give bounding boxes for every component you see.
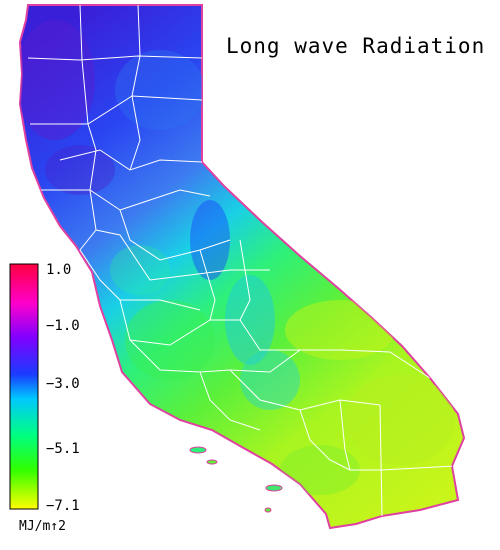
- channel-islands: [189, 446, 283, 513]
- county-boundaries: [27, 5, 456, 517]
- legend-tick-1: 1.0: [46, 262, 72, 278]
- legend-colorbar: [9, 263, 39, 510]
- legend-tick-2: −1.0: [46, 318, 80, 334]
- legend-tick-5: −7.1: [46, 498, 80, 514]
- legend-tick-3: −3.0: [46, 376, 80, 392]
- legend-units: MJ/m↑2: [19, 519, 66, 534]
- legend-tick-4: −5.1: [46, 441, 80, 457]
- radiation-patches: [20, 20, 455, 495]
- map-title: Long wave Radiation: [226, 34, 486, 58]
